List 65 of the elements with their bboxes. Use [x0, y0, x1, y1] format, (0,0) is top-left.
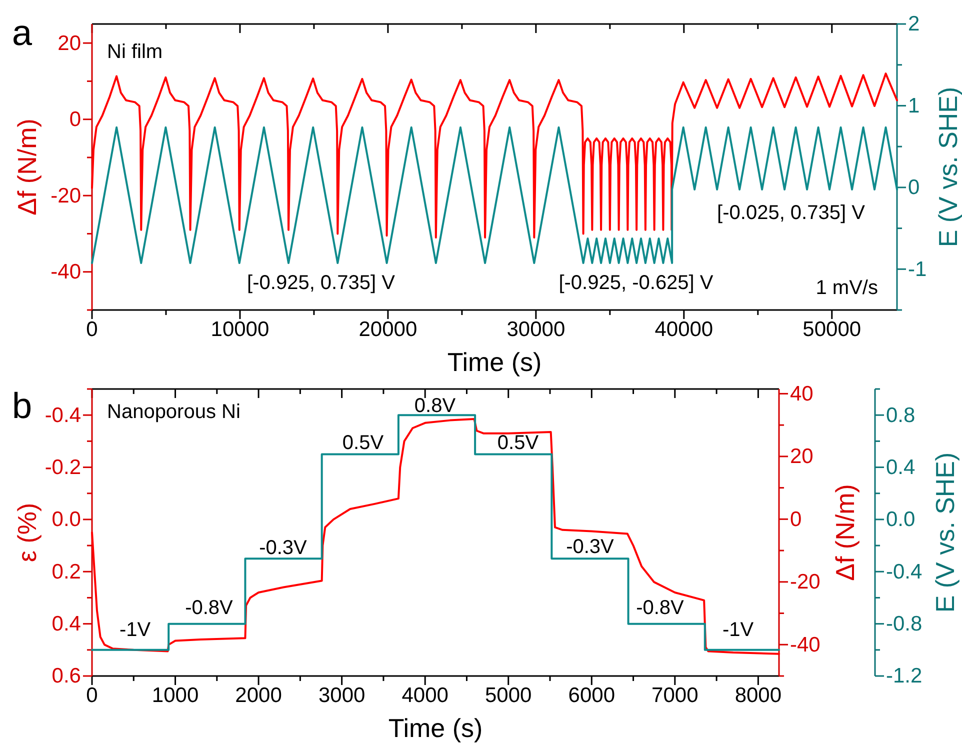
y2-tick-label: -40 — [790, 633, 820, 656]
annotation: -0.3V — [259, 537, 308, 559]
annotation: 1 mV/s — [816, 277, 878, 299]
x-tick-label: 20000 — [358, 318, 418, 341]
annotation: 0.5V — [342, 432, 384, 454]
annotation: -0.8V — [636, 597, 685, 619]
y3-tick-label: 0.0 — [886, 508, 916, 532]
annotation: -0.3V — [566, 536, 615, 558]
x-tick-label: 7000 — [652, 684, 698, 707]
annotation: Nanoporous Ni — [107, 401, 240, 423]
y3-tick-label: 0.4 — [886, 456, 916, 479]
y2-tick-label: 2 — [908, 12, 920, 36]
y-axis-title: Δf (N/m) — [12, 118, 42, 216]
y3-tick-label: -1.2 — [886, 664, 922, 688]
chart-title: b — [12, 385, 32, 426]
x-axis-title: Time (s) — [388, 713, 483, 743]
x-tick-label: 30000 — [506, 318, 566, 341]
y2-tick-label: 1 — [908, 94, 920, 118]
y-tick-label: 0.0 — [52, 508, 81, 532]
x-tick-label: 0 — [86, 318, 98, 341]
y-tick-label: 0 — [69, 108, 81, 132]
y-tick-label: -0.4 — [44, 404, 82, 427]
annotation: Ni film — [107, 41, 163, 63]
y-axis-title: ε (%) — [12, 502, 42, 562]
x-axis-title: Time (s) — [447, 347, 542, 377]
x-tick-label: 40000 — [654, 318, 714, 341]
x-tick-label: 3000 — [318, 684, 366, 707]
x-tick-label: 5000 — [485, 684, 532, 707]
x-tick-label: 0 — [86, 684, 98, 707]
annotation: [-0.925, 0.735] V — [247, 272, 396, 294]
annotation: -0.8V — [185, 597, 234, 619]
annotation: 0.8V — [414, 395, 456, 417]
y-tick-label: -0.2 — [44, 456, 81, 479]
x-tick-label: 6000 — [568, 684, 615, 707]
y-tick-label: 0.6 — [52, 664, 81, 688]
annotation: 0.5V — [497, 432, 540, 454]
y2-tick-label: -1 — [908, 258, 927, 281]
y3-tick-label: 0.8 — [886, 404, 916, 427]
line-series — [91, 126, 898, 264]
x-tick-label: 2000 — [235, 684, 282, 707]
y2-tick-label: 0 — [908, 176, 920, 200]
line-series — [91, 72, 898, 239]
annotation: [-0.925, -0.625] V — [558, 272, 714, 294]
y2-axis-title: Δf (N/m) — [830, 484, 860, 581]
chart-title: a — [12, 12, 33, 53]
y-tick-label: 20 — [58, 32, 81, 55]
y-tick-label: -20 — [50, 184, 81, 208]
y3-axis-title: E (V vs. SHE) — [930, 452, 960, 613]
annotation: [-0.025, 0.735] V — [717, 202, 866, 224]
x-tick-label: 1000 — [152, 684, 199, 707]
annotation: -1V — [119, 619, 152, 641]
y2-tick-label: 0 — [790, 508, 802, 531]
y2-tick-label: 20 — [790, 445, 814, 468]
y-tick-label: 0.2 — [52, 560, 81, 584]
x-tick-label: 10000 — [210, 318, 270, 341]
y-tick-label: 0.4 — [52, 612, 82, 636]
y-tick-label: -40 — [50, 260, 81, 284]
x-tick-label: 8000 — [734, 684, 782, 707]
y3-tick-label: -0.4 — [886, 560, 923, 584]
y2-tick-label: 40 — [790, 382, 814, 406]
y3-tick-label: -0.8 — [886, 612, 922, 636]
annotation: -1V — [722, 619, 754, 641]
x-tick-label: 4000 — [402, 684, 448, 707]
y2-tick-label: -20 — [790, 570, 820, 594]
x-tick-label: 50000 — [802, 318, 862, 341]
